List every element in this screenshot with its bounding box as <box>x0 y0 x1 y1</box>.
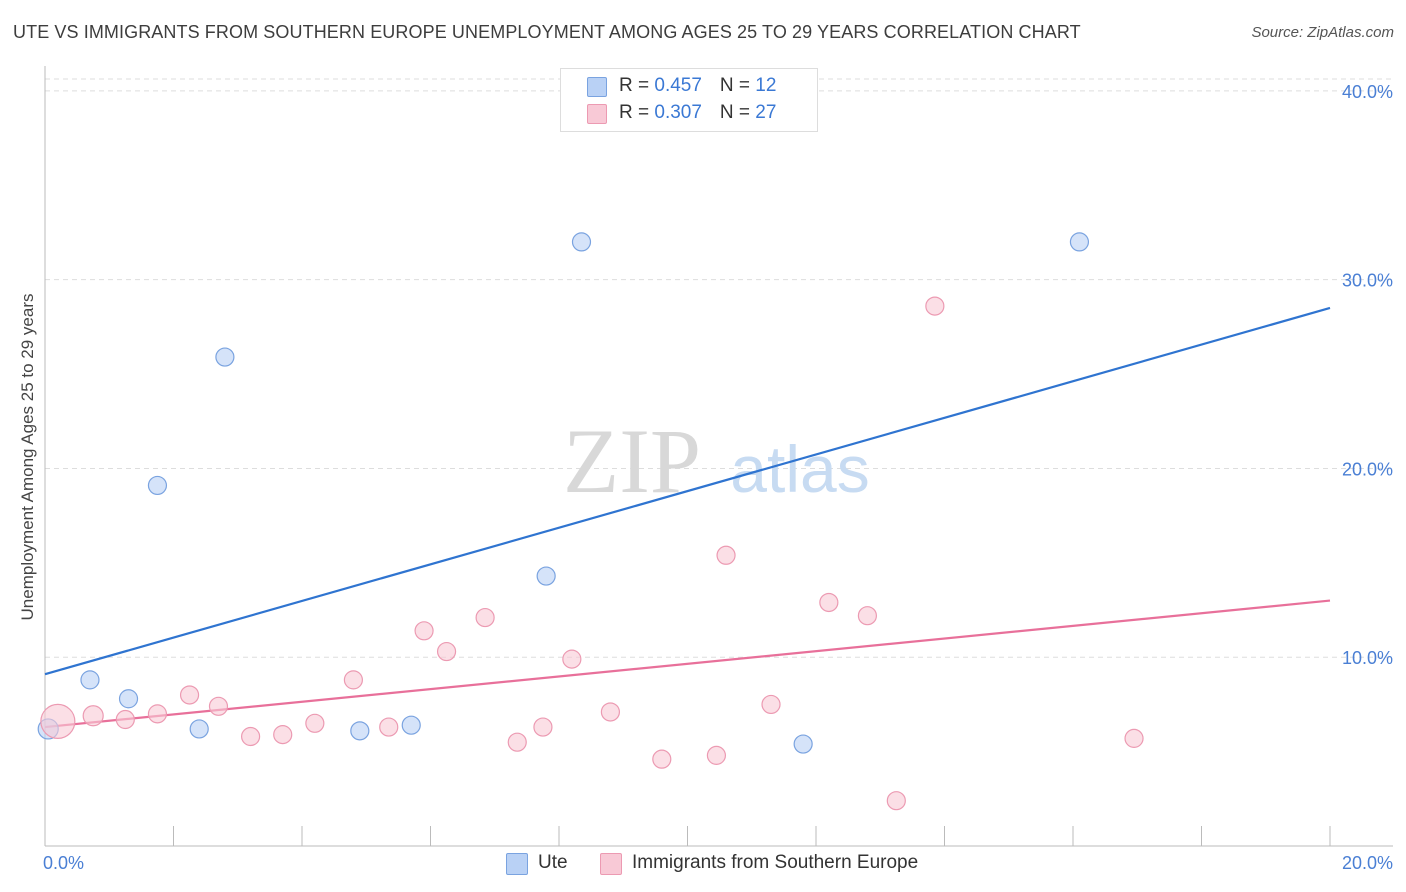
data-point-immigrants <box>533 717 553 737</box>
legend-n-value-immigrants: 27 <box>755 102 777 123</box>
data-point-immigrants <box>414 621 434 641</box>
data-point-immigrants <box>273 725 293 745</box>
data-point-immigrants <box>208 696 229 716</box>
x-tick-label: 0.0% <box>43 853 84 873</box>
data-point-immigrants <box>147 704 168 724</box>
data-point-immigrants <box>507 732 527 752</box>
legend-r-label: R = <box>619 75 655 96</box>
legend-r-value-ute: 0.457 <box>654 75 702 96</box>
y-tick-label: 20.0% <box>1342 459 1393 479</box>
data-point-immigrants <box>706 745 727 765</box>
data-point-immigrants <box>436 641 457 662</box>
data-points <box>37 232 1144 811</box>
chart-title: UTE VS IMMIGRANTS FROM SOUTHERN EUROPE U… <box>13 22 1081 42</box>
data-point-immigrants <box>600 702 621 722</box>
data-point-ute <box>189 719 209 739</box>
data-point-ute <box>215 347 235 367</box>
legend-n-label: N = <box>719 102 756 123</box>
data-point-ute <box>571 232 592 252</box>
legend-swatch-immigrants <box>587 104 607 124</box>
data-point-immigrants <box>305 713 325 733</box>
bottom-legend-label-ute: Ute <box>538 852 568 873</box>
data-point-ute <box>536 566 556 586</box>
watermark: ZIP atlas <box>563 410 870 512</box>
y-tick-label: 40.0% <box>1342 82 1393 102</box>
legend-n-value-ute: 12 <box>755 75 777 96</box>
legend-n-label: N = <box>719 75 756 96</box>
y-tick-label: 30.0% <box>1342 271 1393 291</box>
data-point-immigrants <box>40 703 76 740</box>
bottom-legend-label-immigrants: Immigrants from Southern Europe <box>632 852 919 873</box>
x-tick-label: 20.0% <box>1342 853 1393 873</box>
data-point-immigrants <box>1124 728 1144 748</box>
legend-r-label: R = <box>619 102 655 123</box>
data-point-immigrants <box>716 545 736 565</box>
data-point-immigrants <box>115 709 135 730</box>
legend-swatch-ute <box>587 77 607 97</box>
data-point-immigrants <box>857 606 878 626</box>
data-point-immigrants <box>82 705 104 727</box>
data-point-immigrants <box>379 717 399 737</box>
data-point-ute <box>1069 232 1090 252</box>
trend-line-immigrants <box>44 599 1331 729</box>
data-point-immigrants <box>475 607 495 628</box>
data-point-immigrants <box>241 726 261 747</box>
trend-lines <box>44 306 1331 729</box>
bottom-legend-swatch-ute <box>506 853 528 875</box>
data-point-ute <box>350 721 370 741</box>
data-point-immigrants <box>819 592 839 613</box>
data-point-ute <box>147 475 168 496</box>
data-point-immigrants <box>761 694 781 715</box>
correlation-legend: R = 0.457 N = 12 R = 0.307 N = 27 <box>560 68 818 132</box>
data-point-ute <box>793 734 813 754</box>
data-point-ute <box>118 689 139 709</box>
data-point-immigrants <box>343 670 363 690</box>
data-point-immigrants <box>925 296 945 316</box>
trend-line-ute <box>44 306 1331 676</box>
tick-labels: 10.0% 20.0% 30.0% 40.0% 0.0% 20.0% <box>43 82 1393 873</box>
data-point-ute <box>401 715 421 735</box>
bottom-legend-swatch-immigrants <box>600 853 622 875</box>
data-point-immigrants <box>179 685 200 705</box>
legend-r-value-immigrants: 0.307 <box>654 102 702 123</box>
source-credit: Source: ZipAtlas.com <box>1251 24 1394 41</box>
data-point-immigrants <box>652 749 672 769</box>
data-point-ute <box>80 670 100 690</box>
gridlines <box>45 78 1393 658</box>
data-point-immigrants <box>562 649 582 669</box>
data-point-immigrants <box>886 791 906 811</box>
watermark-atlas: atlas <box>730 432 869 506</box>
watermark-zip: ZIP <box>563 410 701 512</box>
y-tick-label: 10.0% <box>1342 648 1393 668</box>
